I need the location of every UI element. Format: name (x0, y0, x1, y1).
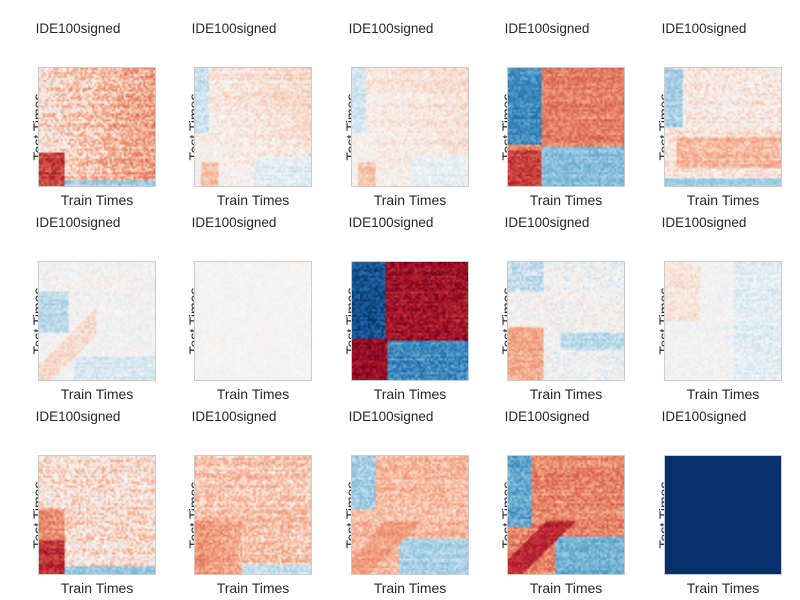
heatmap-panel: IDE100signedTest TimesTrain Times (156, 408, 312, 596)
heatmap-matrix (665, 262, 781, 380)
panel-title: IDE100signed (191, 409, 277, 424)
heatmap-matrix (39, 456, 155, 574)
heatmap-matrix (352, 456, 468, 574)
panel-title: IDE100signed (661, 409, 747, 424)
heatmap-panel: IDE100signedTest TimesTrain Times (313, 408, 469, 596)
x-axis-label: Train Times (373, 386, 447, 402)
heatmap-plot-area (38, 261, 156, 381)
x-axis-label: Train Times (529, 386, 603, 402)
heatmap-panel: IDE100signedTest TimesTrain Times (469, 408, 625, 596)
x-axis-label: Train Times (529, 580, 603, 596)
heatmap-matrix (508, 68, 624, 186)
x-axis-label: Train Times (686, 386, 760, 402)
heatmap-plot-area (38, 455, 156, 575)
heatmap-panel: IDE100signedTest TimesTrain Times (0, 20, 156, 208)
heatmap-panel: IDE100signedTest TimesTrain Times (0, 408, 156, 596)
heatmap-panel: IDE100signedTest TimesTrain Times (313, 20, 469, 208)
x-axis-label: Train Times (60, 192, 134, 208)
heatmap-matrix (352, 68, 468, 186)
panel-title: IDE100signed (348, 21, 434, 36)
heatmap-plot-area (351, 455, 469, 575)
heatmap-panel: IDE100signedTest TimesTrain Times (313, 214, 469, 402)
x-axis-label: Train Times (60, 580, 134, 596)
heatmap-plot-area (507, 261, 625, 381)
heatmap-panel: IDE100signedTest TimesTrain Times (469, 214, 625, 402)
panel-title: IDE100signed (504, 215, 590, 230)
heatmap-matrix (352, 262, 468, 380)
x-axis-label: Train Times (216, 192, 290, 208)
x-axis-label: Train Times (529, 192, 603, 208)
panel-title: IDE100signed (191, 215, 277, 230)
heatmap-plot-area (194, 261, 312, 381)
heatmap-matrix (195, 262, 311, 380)
heatmap-plot-area (507, 67, 625, 187)
heatmap-panel: IDE100signedTest TimesTrain Times (156, 20, 312, 208)
panel-title: IDE100signed (504, 21, 590, 36)
heatmap-panel: IDE100signedTest TimesTrain Times (0, 214, 156, 402)
heatmap-plot-area (351, 261, 469, 381)
x-axis-label: Train Times (373, 580, 447, 596)
heatmap-matrix (508, 456, 624, 574)
x-axis-label: Train Times (373, 192, 447, 208)
heatmap-plot-area (664, 67, 782, 187)
heatmap-plot-area (194, 67, 312, 187)
heatmap-plot-area (664, 261, 782, 381)
heatmap-matrix (508, 262, 624, 380)
x-axis-label: Train Times (216, 580, 290, 596)
panel-title: IDE100signed (35, 21, 121, 36)
panel-title: IDE100signed (35, 215, 121, 230)
heatmap-matrix (665, 68, 781, 186)
heatmap-plot-area (38, 67, 156, 187)
heatmap-matrix (665, 456, 781, 574)
panel-title: IDE100signed (35, 409, 121, 424)
heatmap-panel: IDE100signedTest TimesTrain Times (626, 214, 782, 402)
panel-title: IDE100signed (348, 409, 434, 424)
heatmap-plot-area (351, 67, 469, 187)
x-axis-label: Train Times (686, 192, 760, 208)
x-axis-label: Train Times (216, 386, 290, 402)
heatmap-panel: IDE100signedTest TimesTrain Times (626, 20, 782, 208)
heatmap-plot-area (664, 455, 782, 575)
heatmap-plot-area (507, 455, 625, 575)
heatmap-plot-area (194, 455, 312, 575)
heatmap-panel: IDE100signedTest TimesTrain Times (626, 408, 782, 596)
x-axis-label: Train Times (686, 580, 760, 596)
panel-title: IDE100signed (504, 409, 590, 424)
x-axis-label: Train Times (60, 386, 134, 402)
panel-title: IDE100signed (191, 21, 277, 36)
panel-title: IDE100signed (348, 215, 434, 230)
panel-title: IDE100signed (661, 215, 747, 230)
heatmap-matrix (195, 456, 311, 574)
heatmap-matrix (195, 68, 311, 186)
heatmap-matrix (39, 262, 155, 380)
heatmap-matrix (39, 68, 155, 186)
heatmap-panel: IDE100signedTest TimesTrain Times (156, 214, 312, 402)
heatmap-panel: IDE100signedTest TimesTrain Times (469, 20, 625, 208)
panel-title: IDE100signed (661, 21, 747, 36)
